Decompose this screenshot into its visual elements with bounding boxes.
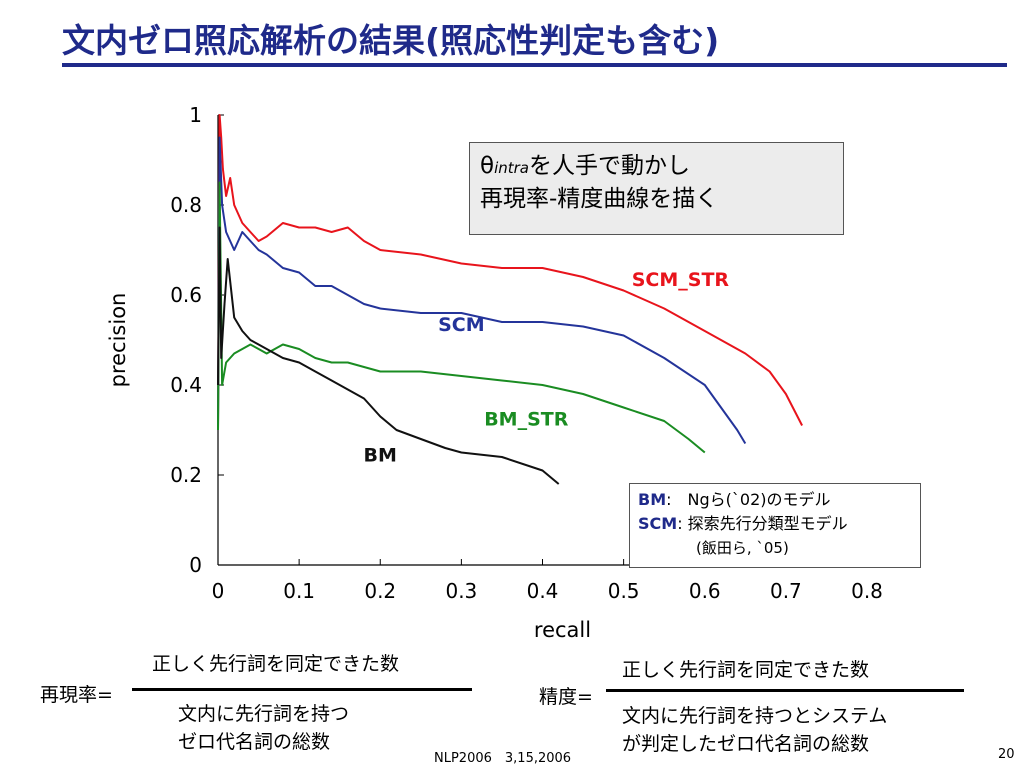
series-label-bm-str: BM_STR — [484, 409, 569, 431]
recall-denominator-2: ゼロ代名詞の総数 — [178, 731, 331, 753]
slide-title: 文内ゼロ照応解析の結果(照応性判定も含む) — [62, 21, 720, 60]
y-tick-label: 0 — [189, 553, 202, 577]
legend-bm-row: BM: Ngら(`02)のモデル — [638, 488, 912, 512]
x-tick-label: 0 — [212, 579, 225, 603]
x-tick-label: 0.8 — [851, 579, 883, 603]
y-tick-label: 0.2 — [170, 463, 202, 487]
precision-formula-label: 精度= — [539, 686, 593, 708]
x-tick-label: 0.3 — [445, 579, 477, 603]
precision-fraction-bar — [606, 689, 964, 692]
x-tick-label: 0.4 — [527, 579, 559, 603]
x-tick-label: 0.7 — [770, 579, 802, 603]
precision-denominator-1: 文内に先行詞を持つとシステム — [622, 705, 888, 727]
y-tick-label: 0.4 — [170, 373, 202, 397]
theta-callout: θintraを人手で動かし 再現率-精度曲線を描く — [469, 142, 844, 235]
series-line-bm-str — [217, 181, 706, 454]
legend-bm-desc: : Ngら(`02)のモデル — [666, 490, 831, 509]
footer-conference: NLP2006 3,15,2006 — [434, 751, 572, 766]
legend-scm-citation: (飯田ら, `05) — [696, 539, 789, 557]
precision-numerator: 正しく先行詞を同定できた数 — [622, 659, 870, 681]
callout-line-1-rest: を人手で動かし — [529, 153, 690, 179]
y-tick-label: 1 — [189, 103, 202, 127]
legend-scm-key: SCM — [638, 514, 678, 533]
series-label-scm-str: SCM_STR — [632, 269, 730, 291]
legend-scm-desc: : 探索先行分類型モデル — [677, 514, 848, 533]
theta-symbol: θ — [480, 153, 495, 179]
callout-line-1: θintraを人手で動かし — [480, 151, 833, 184]
precision-denominator-2: が判定したゼロ代名詞の総数 — [622, 733, 870, 755]
y-tick-label: 0.6 — [170, 283, 202, 307]
legend-scm-row: SCM: 探索先行分類型モデル — [638, 512, 912, 536]
series-line-bm — [217, 226, 560, 485]
y-axis-label: precision — [106, 293, 130, 388]
x-tick-label: 0.6 — [689, 579, 721, 603]
series-label-bm: BM — [364, 445, 397, 467]
series-line-scm — [217, 136, 747, 445]
y-tick-label: 0.8 — [170, 193, 202, 217]
theta-subscript: intra — [494, 159, 529, 177]
x-tick-label: 0.5 — [608, 579, 640, 603]
callout-line-2: 再現率-精度曲線を描く — [480, 186, 719, 212]
model-legend: BM: Ngら(`02)のモデル SCM: 探索先行分類型モデル (飯田ら, `… — [629, 483, 921, 568]
recall-fraction-bar — [132, 688, 472, 691]
legend-bm-key: BM — [638, 490, 667, 509]
x-axis-label: recall — [534, 618, 591, 641]
x-tick-label: 0.2 — [364, 579, 396, 603]
series-label-scm: SCM — [438, 314, 485, 336]
recall-denominator-1: 文内に先行詞を持つ — [178, 703, 350, 725]
series-line-scm-str — [217, 114, 803, 431]
recall-numerator: 正しく先行詞を同定できた数 — [152, 653, 400, 675]
page-number: 20 — [998, 747, 1015, 762]
x-tick-label: 0.1 — [283, 579, 315, 603]
precision-recall-chart: 0 0.1 0.2 0.3 0.4 0.5 0.6 0.7 0.8 0 0.2 0.4 0.6 0.8 1 r… — [106, 103, 883, 641]
title-underline — [62, 63, 1007, 67]
recall-formula-label: 再現率= — [40, 684, 113, 706]
